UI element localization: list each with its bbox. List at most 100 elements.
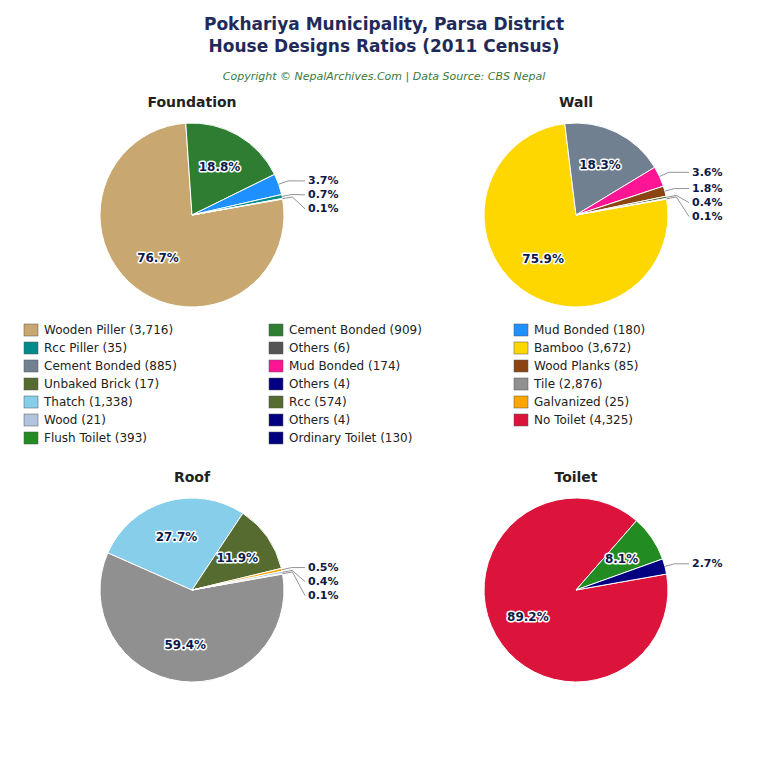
legend-label: Rcc Piller (35) [44, 341, 127, 355]
legend: Wooden Piller (3,716) Cement Bonded (909)… [24, 323, 645, 445]
pie-slice [100, 123, 284, 307]
legend-label: Others (4) [289, 377, 350, 391]
legend-item: Rcc (574) [269, 395, 347, 409]
leader-line [282, 194, 305, 196]
data-labels: 59.4%27.7%11.9%0.5%0.4%0.1% [156, 530, 339, 652]
legend-item: No Toilet (4,325) [514, 413, 633, 427]
leader-line [660, 172, 689, 176]
legend-item: Cement Bonded (909) [269, 323, 422, 337]
leader-line [279, 181, 305, 184]
slices [484, 498, 668, 682]
data-labels: 76.7% 18.8% 3.7%0.7%0.1% [137, 160, 338, 265]
pie-chart: Roof59.4%27.7%11.9%0.5%0.4%0.1% [100, 469, 339, 682]
legend-swatch [269, 342, 283, 354]
legend-label: Wood (21) [44, 413, 106, 427]
data-label: 0.5% [308, 561, 339, 574]
data-label: 18.8% [199, 160, 241, 174]
data-labels: 89.2% 8.1% 2.7% [507, 552, 722, 624]
legend-swatch [269, 378, 283, 390]
legend-label: Bamboo (3,672) [534, 341, 631, 355]
slices [100, 123, 284, 307]
legend-label: Ordinary Toilet (130) [289, 431, 412, 445]
legend-swatch [514, 324, 528, 336]
data-label: 18.3% [579, 158, 621, 172]
data-label: 3.6% [692, 166, 723, 179]
chart: Pokhariya Municipality, Parsa DistrictHo… [0, 0, 768, 768]
leader-line [283, 572, 305, 596]
legend-label: Wood Planks (85) [534, 359, 638, 373]
legend-swatch [514, 378, 528, 390]
pie-slice [576, 186, 666, 215]
legend-item: Others (4) [269, 377, 350, 391]
legend-swatch [269, 414, 283, 426]
legend-item: Others (4) [269, 413, 350, 427]
legend-swatch [24, 414, 38, 426]
legend-swatch [24, 396, 38, 408]
legend-swatch [269, 432, 283, 444]
legend-swatch [24, 378, 38, 390]
legend-swatch [514, 342, 528, 354]
pie-chart: Foundation 76.7% 18.8% 3.7%0.7%0.1% [100, 94, 339, 307]
pie-slice [192, 174, 282, 215]
data-label: 3.7% [308, 174, 339, 187]
legend-label: Tile (2,876) [533, 377, 603, 391]
pie-slice [576, 196, 667, 215]
legend-swatch [514, 414, 528, 426]
pie-slice [484, 124, 668, 307]
pie-chart: Wall75.9%18.3%3.6%1.8%0.4%0.1% [484, 94, 723, 307]
title-line: House Designs Ratios (2011 Census) [209, 36, 560, 56]
legend-label: Cement Bonded (909) [289, 323, 422, 337]
data-label: 0.1% [308, 202, 339, 215]
legend-label: Rcc (574) [289, 395, 347, 409]
slices [484, 123, 668, 307]
data-label: 2.7% [692, 557, 723, 570]
leader-line [283, 197, 305, 209]
data-label: 8.1% [605, 552, 638, 566]
data-label: 76.7% [137, 251, 179, 265]
legend-swatch [269, 324, 283, 336]
pie-slice [484, 498, 668, 682]
legend-swatch [24, 324, 38, 336]
legend-item: Rcc Piller (35) [24, 341, 127, 355]
data-label: 0.1% [308, 589, 339, 602]
slices [100, 498, 284, 682]
legend-swatch [24, 432, 38, 444]
data-label: 0.7% [308, 188, 339, 201]
data-label: 27.7% [156, 530, 198, 544]
legend-label: Cement Bonded (885) [44, 359, 177, 373]
legend-item: Flush Toilet (393) [24, 431, 147, 445]
pie-slice [192, 573, 283, 590]
legend-item: Bamboo (3,672) [514, 341, 631, 355]
data-label: 0.1% [692, 210, 723, 223]
legend-item: Wooden Piller (3,716) [24, 323, 173, 337]
leader-line [282, 568, 305, 570]
legend-item: Wood (21) [24, 413, 106, 427]
data-label: 1.8% [692, 182, 723, 195]
leader-line [667, 197, 689, 217]
subtitle: Copyright © NepalArchives.Com | Data Sou… [223, 70, 545, 83]
pie-title: Foundation [147, 94, 236, 110]
legend-label: Galvanized (25) [534, 395, 629, 409]
data-label: 0.4% [308, 575, 339, 588]
legend-label: Others (4) [289, 413, 350, 427]
legend-swatch [269, 360, 283, 372]
legend-label: Thatch (1,338) [43, 395, 133, 409]
legend-label: Mud Bonded (180) [534, 323, 645, 337]
legend-item: Tile (2,876) [514, 377, 603, 391]
legend-item: Unbaked Brick (17) [24, 377, 159, 391]
leader-line [282, 570, 305, 581]
data-label: 11.9% [216, 551, 258, 565]
pie-slice [192, 513, 281, 590]
data-label: 0.4% [692, 196, 723, 209]
legend-item: Others (6) [269, 341, 350, 355]
data-labels: 75.9%18.3%3.6%1.8%0.4%0.1% [522, 158, 722, 266]
pie-slice [192, 571, 283, 590]
pie-title: Toilet [554, 469, 597, 485]
data-label: 89.2% [507, 610, 549, 624]
legend-item: Thatch (1,338) [24, 395, 133, 409]
legend-label: Wooden Piller (3,716) [44, 323, 173, 337]
legend-swatch [24, 360, 38, 372]
legend-item: Ordinary Toilet (130) [269, 431, 412, 445]
title: Pokhariya Municipality, Parsa DistrictHo… [204, 14, 564, 56]
pie-title: Roof [174, 469, 211, 485]
